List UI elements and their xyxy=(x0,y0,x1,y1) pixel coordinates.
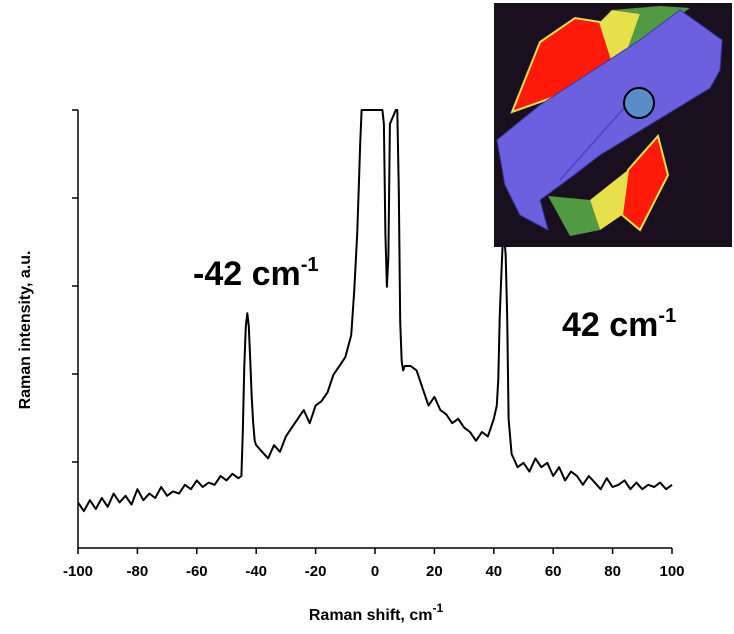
x-tick-label: -20 xyxy=(305,563,327,580)
annotation-right-sup: -1 xyxy=(658,305,676,327)
inset-blue-crystal xyxy=(496,9,723,231)
inset-yellow-upper xyxy=(600,10,640,60)
x-axis-title-text: Raman shift, cm xyxy=(309,607,433,624)
inset-measurement-marker xyxy=(623,87,655,119)
x-tick-label: -80 xyxy=(127,563,149,580)
x-tick-label: 100 xyxy=(659,563,684,580)
inset-micrograph xyxy=(494,3,732,247)
series-line xyxy=(77,109,673,513)
x-tick-label: -40 xyxy=(245,563,267,580)
x-tick-label: 40 xyxy=(485,563,502,580)
y-ticks xyxy=(72,109,78,463)
inset-green-lower xyxy=(548,196,600,236)
annotation-right: 42 cm-1 xyxy=(562,305,676,344)
x-ticks: -100 -80 -60 -40 -20 0 20 40 60 80 100 xyxy=(63,548,685,580)
y-axis-title: Raman intensity, a.u. xyxy=(17,251,34,410)
x-axis-title-sup: -1 xyxy=(432,601,443,615)
x-tick-label: -60 xyxy=(186,563,208,580)
inset-yellow-lower xyxy=(590,170,628,230)
x-tick-label: -100 xyxy=(63,563,93,580)
x-tick-label: 60 xyxy=(545,563,562,580)
annotation-left-sup: -1 xyxy=(301,254,319,276)
annotation-right-text: 42 cm xyxy=(562,306,658,344)
x-tick-label: 0 xyxy=(371,563,379,580)
inset-green-upper xyxy=(612,6,690,48)
x-tick-label: 20 xyxy=(426,563,443,580)
annotation-left-text: -42 cm xyxy=(193,255,301,293)
annotation-left: -42 cm-1 xyxy=(193,254,319,293)
x-tick-label: 80 xyxy=(604,563,621,580)
x-axis-title: Raman shift, cm-1 xyxy=(309,601,444,624)
